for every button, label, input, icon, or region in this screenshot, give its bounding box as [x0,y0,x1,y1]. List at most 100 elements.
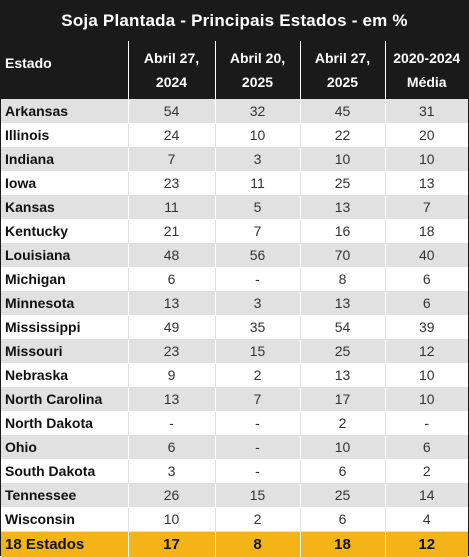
value-apr27-2025: 8 [300,267,386,292]
header-apr20-2025-line1: Abril 20, [229,50,286,66]
value-apr20-2025: 11 [215,171,301,196]
table-row: Mississippi 49 35 54 39 [1,315,468,340]
value-average: 31 [385,99,468,124]
value-apr27-2024: 24 [128,123,216,148]
state-name: Arkansas [1,99,129,124]
value-apr27-2025: 70 [300,243,386,268]
value-average: 39 [385,315,468,340]
value-apr27-2025: 17 [300,387,386,412]
value-apr27-2025: 6 [300,507,386,532]
value-apr27-2024: 3 [128,459,216,484]
state-name: North Dakota [1,411,129,436]
value-apr27-2025: 25 [300,171,386,196]
total-apr27-2025: 18 [300,531,386,557]
value-apr27-2025: 10 [300,435,386,460]
state-name: North Carolina [1,387,129,412]
value-apr20-2025: 7 [215,387,301,412]
value-average: 13 [385,171,468,196]
value-apr27-2024: 23 [128,339,216,364]
value-apr27-2024: 10 [128,507,216,532]
value-apr20-2025: - [215,435,301,460]
table-row: Louisiana 48 56 70 40 [1,243,468,268]
value-apr20-2025: 10 [215,123,301,148]
state-name: Iowa [1,171,129,196]
table-row: Arkansas 54 32 45 31 [1,99,468,124]
value-apr27-2025: 6 [300,459,386,484]
state-name: Missouri [1,339,129,364]
value-average: 10 [385,363,468,388]
value-average: 4 [385,507,468,532]
value-apr27-2025: 2 [300,411,386,436]
value-average: - [385,411,468,436]
value-average: 40 [385,243,468,268]
value-apr27-2024: 6 [128,435,216,460]
value-apr27-2025: 25 [300,339,386,364]
table-row: Ohio 6-10 6 [1,435,468,460]
total-row: 18 Estados 17 8 18 12 [1,531,468,557]
state-name: Nebraska [1,363,129,388]
state-name: Illinois [1,123,129,148]
value-apr27-2024: 7 [128,147,216,172]
value-apr27-2024: 6 [128,267,216,292]
table-row: Tennessee 26 15 25 14 [1,483,468,508]
state-name: Mississippi [1,315,129,340]
header-apr27-2024: Abril 27, 2024 [128,41,216,99]
header-apr27-2024-line1: Abril 27, [143,50,200,66]
header-apr27-2024-line2: 2024 [155,74,188,90]
state-name: South Dakota [1,459,129,484]
value-apr27-2025: 25 [300,483,386,508]
planting-progress-table: Estado Abril 27, 2024 Abril 20, 2025 Abr… [1,41,468,557]
header-average-line1: 2020-2024 [393,50,461,66]
header-apr27-2025: Abril 27, 2025 [300,41,386,99]
header-apr20-2025: Abril 20, 2025 [215,41,301,99]
table-row: Illinois 24 10 22 20 [1,123,468,148]
value-average: 2 [385,459,468,484]
state-name: Michigan [1,267,129,292]
header-apr27-2025-line2: 2025 [326,74,359,90]
value-apr20-2025: 7 [215,219,301,244]
total-average: 12 [385,531,468,557]
table-row: Wisconsin 10 2 6 4 [1,507,468,532]
value-average: 6 [385,267,468,292]
value-apr27-2024: 13 [128,387,216,412]
table-row: South Dakota 3-6 2 [1,459,468,484]
total-label: 18 Estados [1,531,129,557]
table-row: Michigan 6-8 6 [1,267,468,292]
value-apr27-2025: 54 [300,315,386,340]
state-name: Louisiana [1,243,129,268]
header-state: Estado [1,41,129,99]
table-row: Nebraska 9 2 13 10 [1,363,468,388]
value-apr27-2024: 48 [128,243,216,268]
state-name: Kentucky [1,219,129,244]
value-apr20-2025: 15 [215,483,301,508]
value-apr20-2025: - [215,267,301,292]
value-apr27-2024: 21 [128,219,216,244]
state-name: Ohio [1,435,129,460]
total-apr20-2025: 8 [215,531,301,557]
value-average: 6 [385,291,468,316]
header-row: Estado Abril 27, 2024 Abril 20, 2025 Abr… [1,41,468,99]
value-apr27-2024: 11 [128,195,216,220]
value-apr27-2024: 54 [128,99,216,124]
value-apr27-2025: 22 [300,123,386,148]
value-apr20-2025: 35 [215,315,301,340]
value-apr27-2025: 10 [300,147,386,172]
value-average: 7 [385,195,468,220]
state-name: Minnesota [1,291,129,316]
header-average-2020-2024: 2020-2024 Média [385,41,468,99]
total-apr27-2024: 17 [128,531,216,557]
value-apr20-2025: 32 [215,99,301,124]
value-apr27-2025: 16 [300,219,386,244]
table-row: Minnesota 13 3 13 6 [1,291,468,316]
value-apr27-2024: 13 [128,291,216,316]
value-apr20-2025: 5 [215,195,301,220]
value-average: 10 [385,147,468,172]
value-apr27-2025: 45 [300,99,386,124]
value-apr20-2025: 3 [215,291,301,316]
value-apr27-2025: 13 [300,195,386,220]
header-apr27-2025-line1: Abril 27, [314,50,371,66]
value-apr20-2025: 56 [215,243,301,268]
value-apr27-2024: 23 [128,171,216,196]
value-apr27-2024: 26 [128,483,216,508]
